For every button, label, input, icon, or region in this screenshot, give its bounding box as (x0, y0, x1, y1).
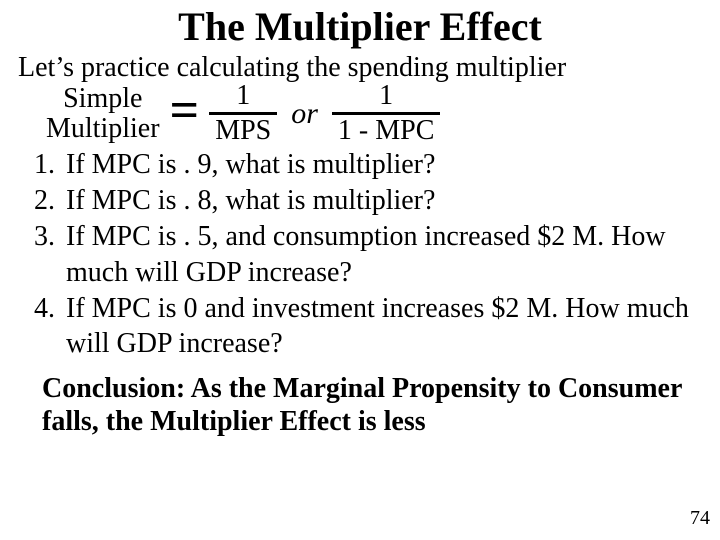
formula-lhs-line2: Multiplier (46, 114, 160, 143)
intro-text: Let’s practice calculating the spending … (18, 52, 702, 84)
page-number: 74 (690, 507, 710, 530)
conclusion-text: Conclusion: As the Marginal Propensity t… (42, 372, 702, 438)
slide-title: The Multiplier Effect (18, 6, 702, 48)
list-item: If MPC is . 8, what is multiplier? (62, 183, 702, 219)
fraction-2: 1 1 - MPC (332, 82, 440, 145)
fraction-1: 1 MPS (209, 82, 277, 145)
slide: The Multiplier Effect Let’s practice cal… (0, 0, 720, 540)
fraction-1-numerator: 1 (226, 82, 260, 110)
formula-row: Simple Multiplier = 1 MPS or 1 1 - MPC (18, 82, 702, 145)
formula-lhs-line1: Simple (46, 84, 160, 113)
list-item: If MPC is 0 and investment increases $2 … (62, 291, 702, 363)
formula-lhs: Simple Multiplier (46, 84, 160, 143)
fraction-1-denominator: MPS (209, 117, 277, 145)
list-item: If MPC is . 5, and consumption increased… (62, 219, 702, 291)
fraction-2-denominator: 1 - MPC (332, 117, 440, 145)
question-list: If MPC is . 9, what is multiplier? If MP… (18, 147, 702, 362)
fraction-2-numerator: 1 (369, 82, 403, 110)
equals-sign: = (170, 90, 200, 132)
or-text: or (291, 97, 318, 131)
list-item: If MPC is . 9, what is multiplier? (62, 147, 702, 183)
